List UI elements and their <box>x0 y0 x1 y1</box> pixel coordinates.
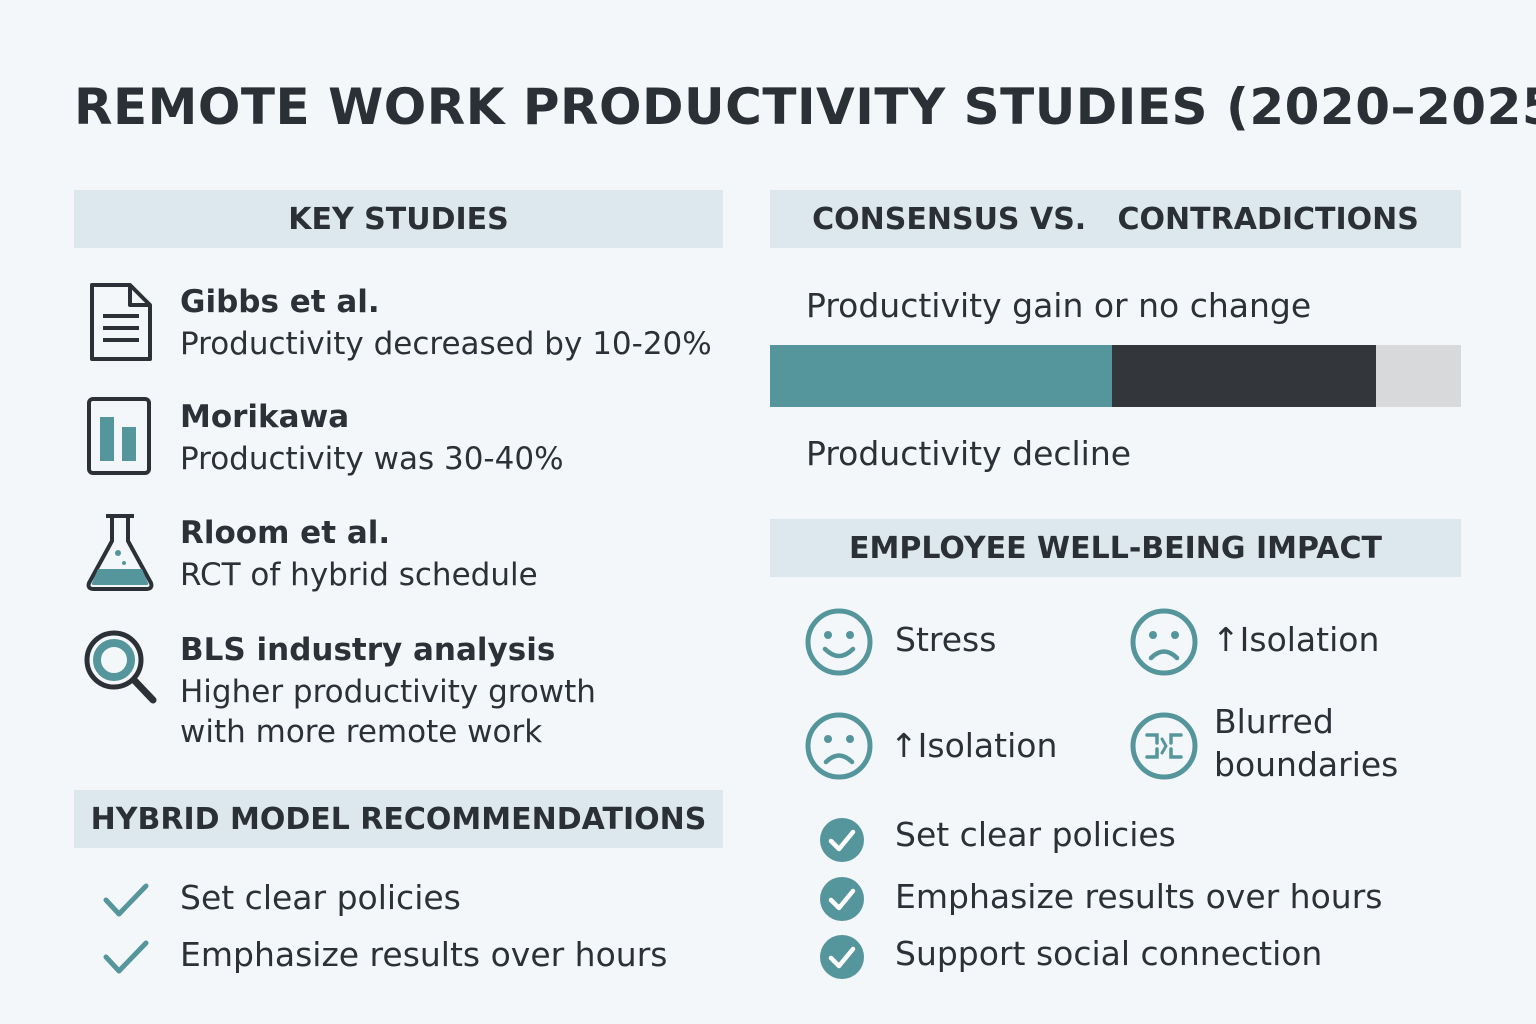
wellbeing-recommendation: Support social connection <box>895 934 1323 973</box>
study-name: Morikawa <box>180 399 350 435</box>
bar-segment-mixed <box>1112 345 1376 407</box>
study-name: BLS industry analysis <box>180 632 556 668</box>
wellbeing-label: ↑Isolation <box>1212 620 1380 659</box>
wellbeing-label: Stress <box>895 620 997 659</box>
wellbeing-heading: EMPLOYEE WELL-BEING IMPACT <box>770 519 1461 577</box>
check-circle-icon <box>820 935 864 979</box>
check-icon <box>103 940 149 974</box>
study-description: RCT of hybrid schedule <box>180 557 538 593</box>
hybrid-heading: HYBRID MODEL RECOMMENDATIONS <box>74 790 723 848</box>
wellbeing-label: boundaries <box>1214 745 1399 784</box>
key-studies-heading: KEY STUDIES <box>74 190 723 248</box>
wellbeing-label: Blurred <box>1214 702 1334 741</box>
study-description: Productivity was 30-40% <box>180 441 564 477</box>
hybrid-recommendation: Emphasize results over hours <box>180 935 668 974</box>
study-item-bls: BLS industry analysis Higher productivit… <box>84 630 724 760</box>
study-description: Productivity decreased by 10-20% <box>180 326 712 362</box>
blurred-boundaries-icon <box>1130 712 1198 780</box>
bar-chart-icon <box>87 397 151 475</box>
page-title: REMOTE WORK PRODUCTIVITY STUDIES (2020–2… <box>74 78 1536 136</box>
study-name: Gibbs et al. <box>180 284 380 320</box>
consensus-heading: CONSENSUS VS. CONTRADICTIONS <box>770 190 1461 248</box>
consensus-bottom-label: Productivity decline <box>806 434 1132 473</box>
consensus-top-label: Productivity gain or no change <box>806 286 1312 325</box>
bar-segment-remaining <box>1375 345 1461 407</box>
wellbeing-recommendation: Emphasize results over hours <box>895 877 1383 916</box>
sad-face-icon <box>805 712 873 780</box>
magnifier-icon <box>84 630 157 704</box>
check-circle-icon <box>820 877 864 921</box>
consensus-bar <box>770 345 1461 407</box>
smiley-icon <box>805 608 873 676</box>
sad-face-icon <box>1130 608 1198 676</box>
wellbeing-recommendation: Set clear policies <box>895 815 1176 854</box>
hybrid-recommendation: Set clear policies <box>180 878 461 917</box>
study-description: Higher productivity growth with more rem… <box>180 674 596 750</box>
check-circle-icon <box>820 818 864 862</box>
bar-segment-gain <box>770 345 1113 407</box>
check-icon <box>103 883 149 917</box>
wellbeing-label: ↑Isolation <box>890 726 1058 765</box>
study-name: Rloom et al. <box>180 515 391 551</box>
study-item-morikawa: Morikawa Productivity was 30-40% <box>84 397 724 487</box>
document-icon <box>90 283 152 361</box>
study-item-rloom: Rloom et al. RCT of hybrid schedule <box>84 513 724 603</box>
flask-icon <box>86 514 154 591</box>
study-item-gibbs: Gibbs et al. Productivity decreased by 1… <box>84 282 724 372</box>
